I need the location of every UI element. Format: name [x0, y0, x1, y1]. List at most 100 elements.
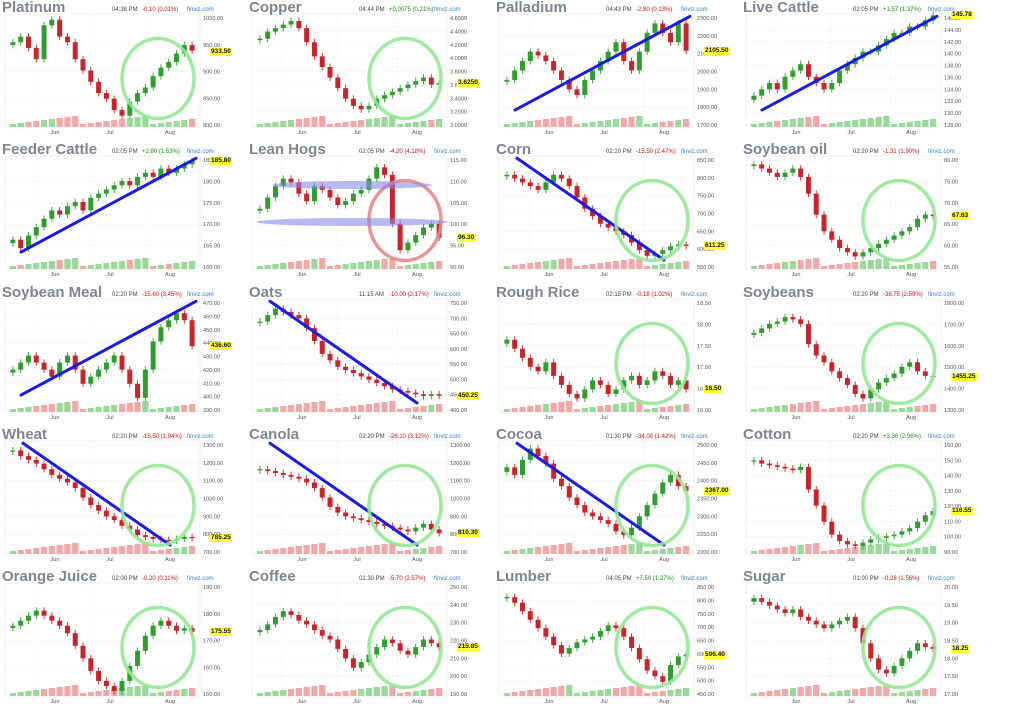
y-tick-label: 460.00 — [203, 314, 220, 320]
volume-bar — [628, 544, 635, 554]
candle-body — [350, 98, 356, 106]
candle-body — [80, 488, 86, 498]
chart-title: Copper — [249, 0, 302, 16]
chart-panel-cocoa[interactable]: 2500.00 2450.00 2400.00 2350.00 2300.00 2250.… — [494, 427, 740, 566]
candle-body — [272, 28, 278, 32]
chart-panel-corn[interactable]: 850.00 800.00 750.00 700.00 650.00 600.00 550.… — [494, 142, 740, 281]
candle-body — [366, 520, 372, 522]
candle-body — [915, 362, 921, 372]
candle-body — [119, 520, 125, 526]
candle-body — [844, 378, 850, 385]
y-tick-label: 138.00 — [944, 64, 961, 70]
source-link[interactable]: finviz.com — [434, 149, 461, 155]
source-link[interactable]: finviz.com — [681, 149, 708, 155]
chart-panel-platinum[interactable]: 1000.00 950.00 900.00 850.00 800.00 Jun Jul Aug… — [0, 0, 246, 139]
chart-panel-rough-rice[interactable]: 18.5018.0017.5017.0016.5016.00JunJulAugD… — [494, 285, 740, 424]
volume-bars — [256, 401, 443, 412]
source-link[interactable]: finviz.com — [187, 7, 214, 13]
source-link[interactable]: finviz.com — [681, 576, 708, 582]
volume-bar — [534, 689, 542, 696]
source-link[interactable]: finviz.com — [928, 576, 955, 582]
volume-bar — [17, 123, 24, 127]
chart-panel-wheat[interactable]: 1300.001200.001100.001000.00900.00800.00… — [0, 427, 246, 566]
chart-panel-soybeans[interactable]: 1800.00 1700.00 1600.00 1500.00 1400.00 1300.… — [741, 285, 987, 424]
volume-bar — [503, 409, 511, 412]
source-link[interactable]: finviz.com — [681, 434, 708, 440]
volume-bar — [527, 690, 534, 696]
candle-body — [335, 360, 341, 367]
candle-body — [49, 369, 55, 377]
chart-svg: 146.00144.00142.00140.00138.00136.00134.… — [745, 11, 961, 136]
chart-panel-orange-juice[interactable]: 190.00180.00170.00160.00150.00JunJulAugD… — [0, 569, 246, 708]
volume-bar — [758, 408, 765, 412]
chart-panel-coffee[interactable]: 250.00 240.00 230.00 220.00 210.00 200.00 190.… — [247, 569, 493, 708]
chart-panel-lumber[interactable]: 850.00800.00750.00700.00650.00600.00550.… — [494, 569, 740, 708]
chart-panel-copper[interactable]: 4.60004.40004.20004.00003.80003.60003.40… — [247, 0, 493, 139]
candle-body — [883, 536, 889, 538]
candle-body — [436, 643, 442, 648]
volume-bar — [597, 690, 604, 696]
chart-svg: 1300.001200.001100.001000.00900.00800.00… — [4, 440, 223, 563]
y-tick-label: 800.00 — [697, 176, 714, 182]
volume-bar — [365, 119, 373, 127]
source-link[interactable]: finviz.com — [928, 149, 955, 155]
source-link[interactable]: finviz.com — [928, 434, 955, 440]
volume-bar — [558, 686, 565, 696]
volume-bar — [64, 544, 71, 554]
source-link[interactable]: finviz.com — [187, 149, 214, 155]
chart-panel-feeder-cattle[interactable]: 185.00180.00175.00170.00165.00160.00JunJ… — [0, 142, 246, 281]
chart-change: +7.50 (1.27%) — [636, 576, 674, 582]
source-link[interactable]: finviz.com — [434, 576, 461, 582]
volume-bar — [605, 262, 612, 269]
candle-body — [922, 214, 928, 219]
candle-body — [327, 497, 333, 507]
volume-bar — [581, 692, 588, 696]
chart-title: Feeder Cattle — [2, 142, 98, 158]
chart-panel-oats[interactable]: 750.00 700.00 650.00 600.00 550.00 500.00 450.… — [247, 285, 493, 424]
volume-bar — [87, 123, 94, 127]
y-tick-label: 18.50 — [697, 301, 711, 307]
candle-body — [397, 88, 403, 92]
volume-bar — [256, 124, 264, 127]
candle-body — [590, 70, 596, 80]
candle-body — [88, 197, 94, 211]
chart-panel-soybean-oil[interactable]: 80.00 75.00 70.00 65.00 60.00 55.00 Jun Jul Aug D… — [741, 142, 987, 281]
volume-bar — [675, 262, 682, 269]
volume-bar — [287, 405, 295, 412]
candle-body — [519, 348, 525, 358]
candle-body — [25, 36, 31, 48]
current-value-badge: 450.25 — [457, 391, 479, 400]
source-link[interactable]: finviz.com — [434, 434, 461, 440]
source-link[interactable]: finviz.com — [187, 292, 214, 298]
chart-panel-cotton[interactable]: 160.00150.00140.00130.00120.00110.00100.… — [741, 427, 987, 566]
chart-panel-soybean-meal[interactable]: 470.00460.00450.00440.00430.00420.00410.… — [0, 285, 246, 424]
source-link[interactable]: finviz.com — [434, 7, 461, 13]
volume-bar — [435, 688, 443, 696]
x-tick-label: Aug — [659, 415, 669, 421]
chart-panel-canola[interactable]: 1300.001200.001100.001000.00900.00800.00… — [247, 427, 493, 566]
volume-bar — [173, 406, 180, 412]
source-link[interactable]: finviz.com — [187, 434, 214, 440]
chart-panel-palladium[interactable]: 2300.00 2200.00 2100.00 2000.00 1900.00 1800.… — [494, 0, 740, 139]
volume-bar — [303, 260, 310, 269]
candle-body — [512, 70, 518, 80]
chart-panel-lean-hogs[interactable]: 115.00 110.00 105.00 100.00 95.00 90.00 Jun Jul… — [247, 142, 493, 281]
y-tick-label: 115.00 — [450, 158, 467, 164]
source-link[interactable]: finviz.com — [681, 7, 708, 13]
volume-bar — [542, 404, 549, 412]
source-link[interactable]: finviz.com — [928, 292, 955, 298]
candle-body — [57, 474, 63, 479]
volume-bar — [828, 408, 835, 412]
source-link[interactable]: finviz.com — [187, 576, 214, 582]
source-link[interactable]: finviz.com — [928, 7, 955, 13]
candle-body — [10, 42, 16, 45]
volume-bar — [675, 120, 682, 127]
chart-panel-live-cattle[interactable]: 146.00144.00142.00140.00138.00136.00134.… — [741, 0, 987, 139]
volume-bar — [628, 402, 635, 412]
source-link[interactable]: finviz.com — [681, 292, 708, 298]
candle-body — [96, 81, 102, 94]
volume-bar — [651, 692, 659, 696]
source-link[interactable]: finviz.com — [434, 292, 461, 298]
chart-panel-sugar[interactable]: 20.00 19.50 19.00 18.50 18.00 17.50 17.00 Jun Ju… — [741, 569, 987, 708]
volume-bar — [589, 549, 596, 554]
